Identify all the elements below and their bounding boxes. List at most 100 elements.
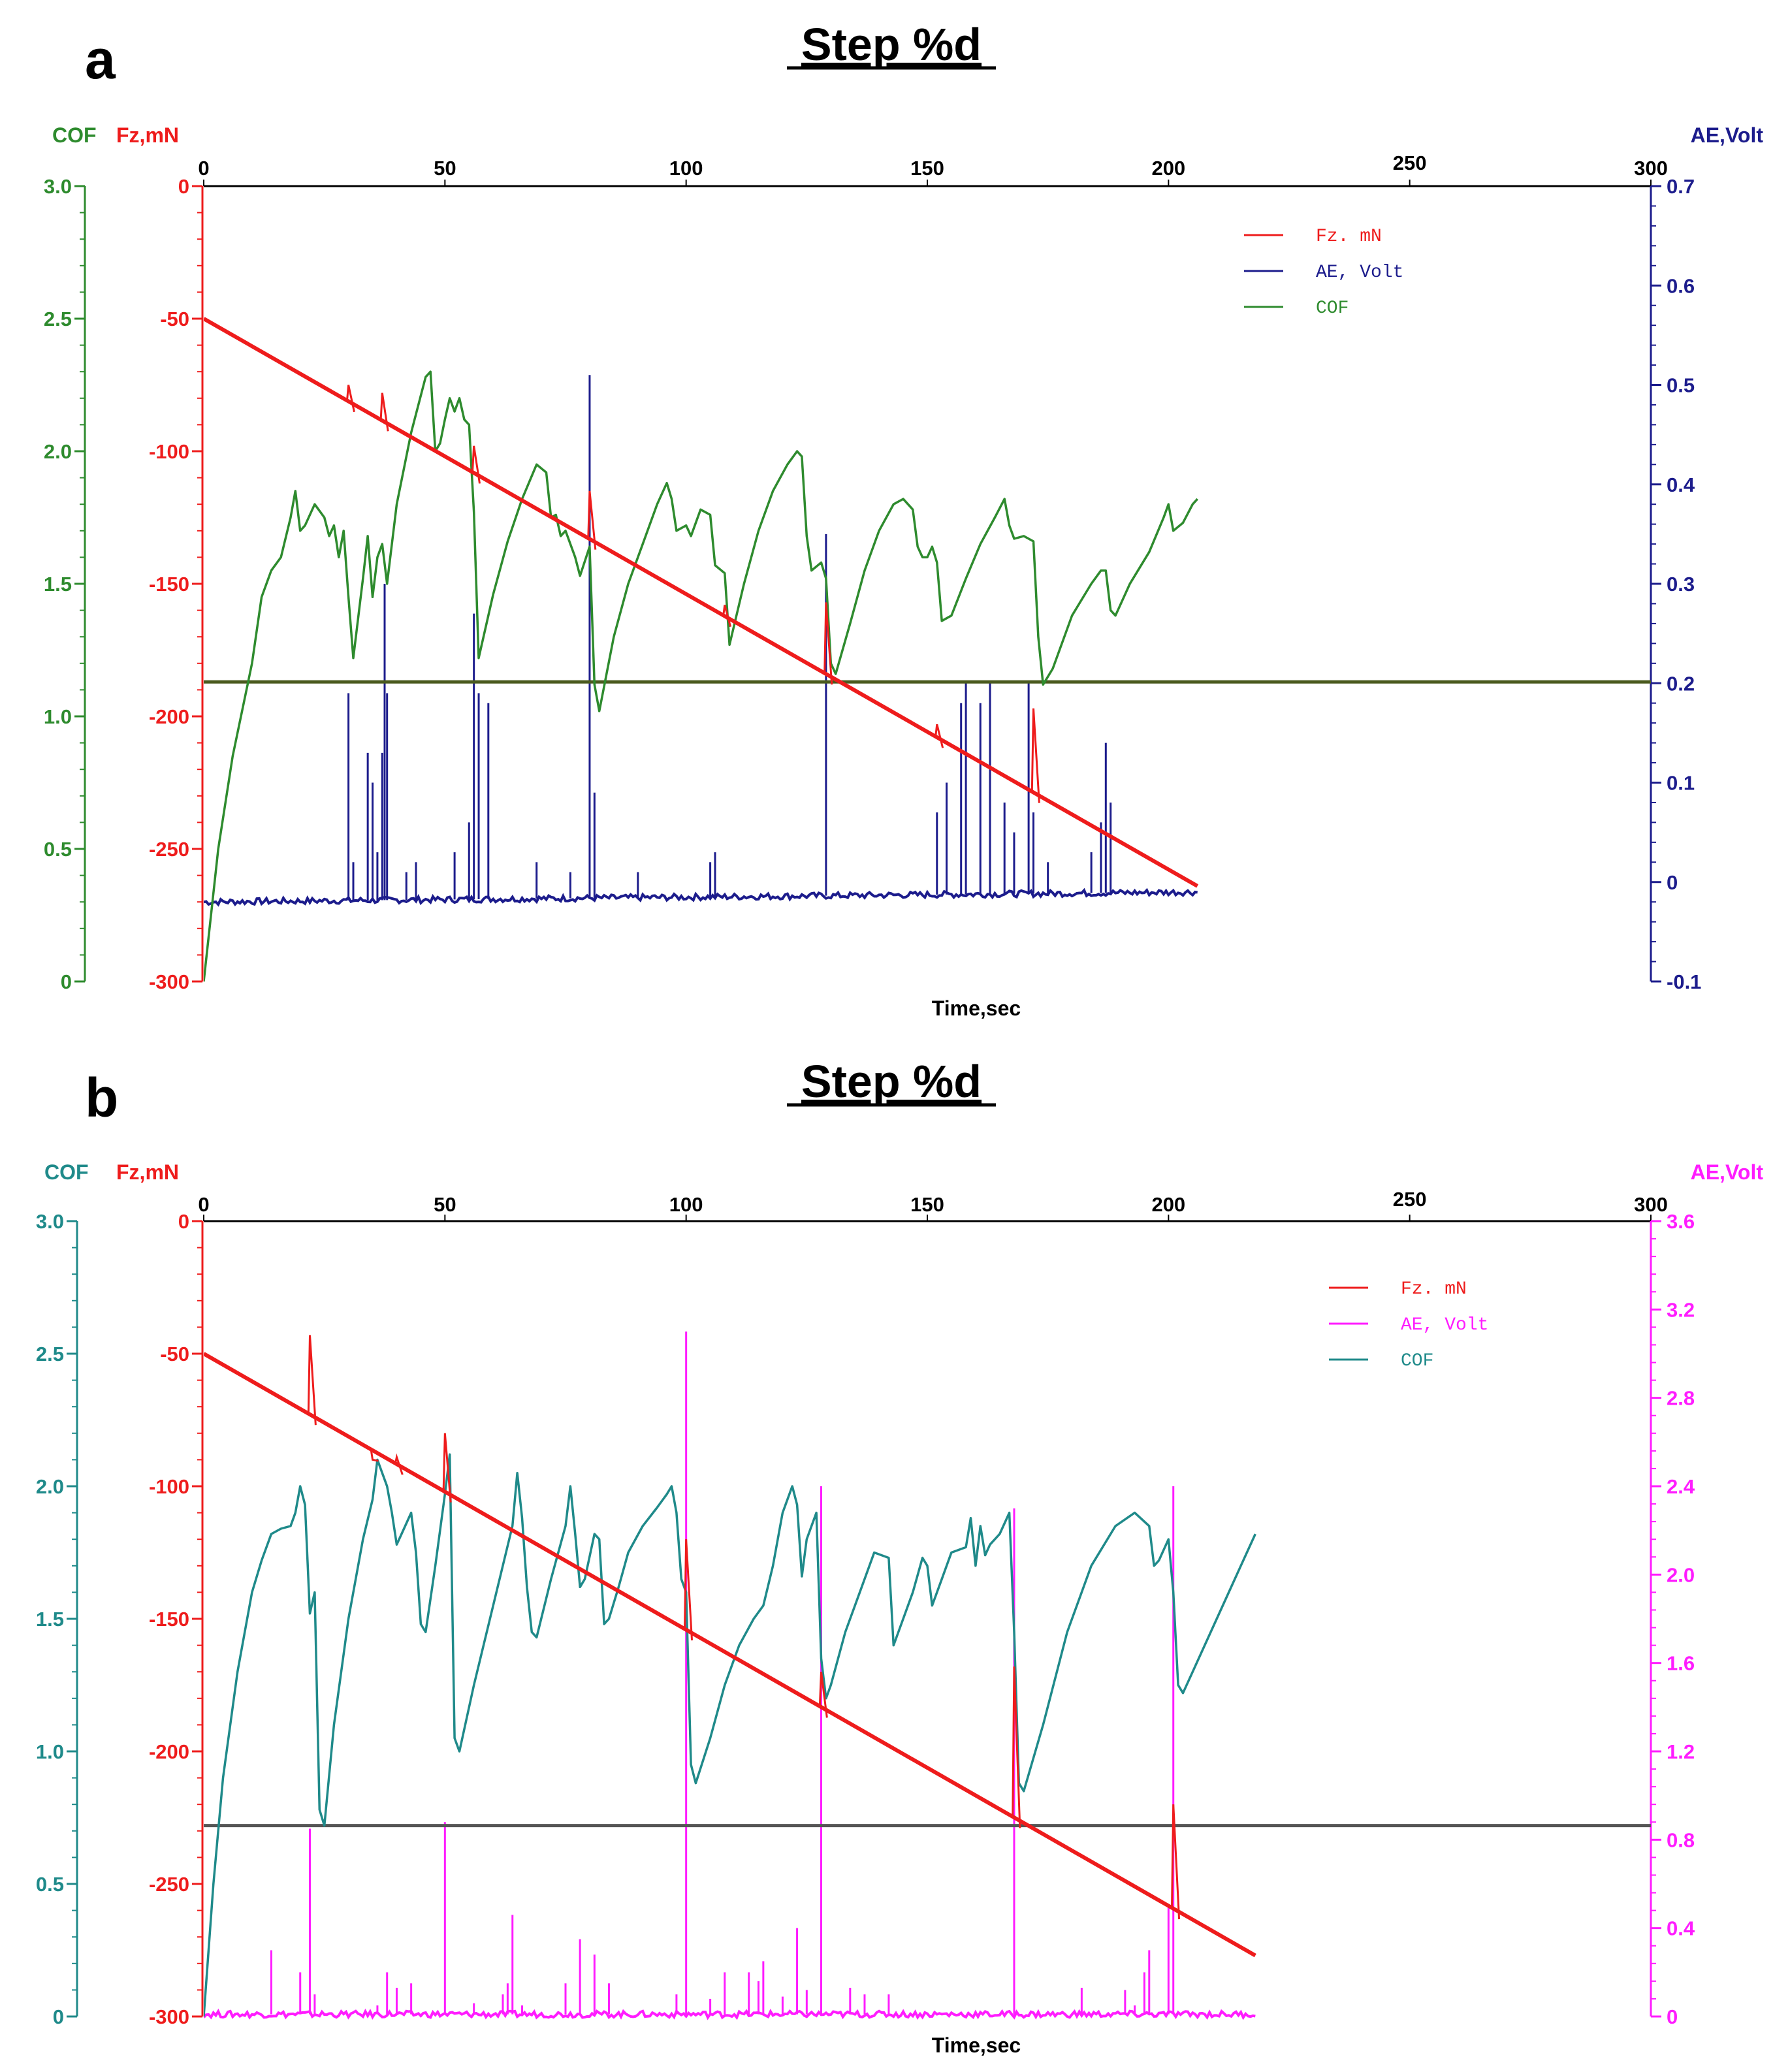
cof-axis-tick-label: 0.5 xyxy=(36,1873,64,1896)
ae-axis-tick-label: 0.1 xyxy=(1667,772,1695,795)
cof-axis-tick-label: 3.0 xyxy=(44,175,72,198)
x-tick-label: 200 xyxy=(1151,1193,1185,1216)
cof-axis-tick-label: 1.0 xyxy=(36,1740,64,1763)
x-axis-label: Time,sec xyxy=(932,996,1021,1020)
ae-axis-tick-label: 0.6 xyxy=(1667,274,1695,297)
ae-axis-tick-label: 0.4 xyxy=(1667,473,1695,496)
fz-spike xyxy=(1012,1666,1021,1828)
fz-axis-tick-label: 0 xyxy=(178,175,189,198)
x-tick-label: 50 xyxy=(434,157,456,180)
fz-axis-tick-label: -100 xyxy=(149,440,189,463)
x-tick-label: 0 xyxy=(198,1193,209,1216)
ae-baseline xyxy=(204,887,1198,907)
ae-axis-tick-label: 0.3 xyxy=(1667,573,1695,596)
x-tick-label: 300 xyxy=(1634,157,1668,180)
x-tick-label: 100 xyxy=(669,1193,703,1216)
legend-item: AE, Volt xyxy=(1316,263,1403,283)
fz-spike xyxy=(442,1433,452,1503)
fz-spike xyxy=(934,724,944,748)
x-tick-label: 0 xyxy=(198,157,209,180)
x-tick-label: 100 xyxy=(669,157,703,180)
cof-line xyxy=(204,1453,1256,2017)
cof-axis-tick-label: 0 xyxy=(53,2005,64,2028)
fz-spike xyxy=(379,392,389,432)
fz-axis-tick-label: -300 xyxy=(149,970,189,993)
cof-axis-tick-label: 1.5 xyxy=(44,573,72,596)
ae-axis-tick-label: 0.2 xyxy=(1667,672,1695,695)
legend-item: Fz. mN xyxy=(1316,227,1382,247)
panel-letter: a xyxy=(85,29,116,90)
x-tick-label: 50 xyxy=(434,1193,456,1216)
cof-line xyxy=(204,370,1198,982)
fz-spike xyxy=(370,1450,379,1462)
fz-spike xyxy=(587,490,597,550)
fz-axis-tick-label: -250 xyxy=(149,838,189,861)
ae-axis-tick-label: 1.6 xyxy=(1667,1652,1695,1675)
cof-axis-tick-label: 2.5 xyxy=(36,1343,64,1365)
fz-axis-tick-label: 0 xyxy=(178,1210,189,1233)
fz-line xyxy=(204,1352,1256,1958)
fz-axis-label: Fz,mN xyxy=(116,123,179,147)
ae-axis-tick-label: 3.2 xyxy=(1667,1298,1695,1321)
x-tick-label: 150 xyxy=(910,1193,944,1216)
ae-axis-tick-label: 3.6 xyxy=(1667,1210,1695,1233)
chart-title: Step %d xyxy=(801,19,982,70)
fz-spike xyxy=(1030,708,1040,803)
ae-axis-tick-label: 0.4 xyxy=(1667,1917,1695,1940)
ae-axis-tick-label: 2.4 xyxy=(1667,1475,1695,1498)
x-axis-label: Time,sec xyxy=(932,2033,1021,2057)
fz-axis-tick-label: -200 xyxy=(149,705,189,728)
legend-item: AE, Volt xyxy=(1401,1315,1488,1335)
x-tick-label: 250 xyxy=(1393,1188,1427,1211)
ae-axis-label: AE,Volt xyxy=(1691,1160,1764,1184)
fz-axis-label: Fz,mN xyxy=(116,1160,179,1184)
fz-axis-tick-label: -250 xyxy=(149,1873,189,1896)
fz-spike xyxy=(394,1453,404,1475)
fz-axis-tick-label: -150 xyxy=(149,573,189,596)
chart-panel-a: a Step %d COF Fz,mN AE,Volt 0 50 100 150 200 250 30… xyxy=(44,19,1763,1020)
x-tick-label: 150 xyxy=(910,157,944,180)
chart-title: Step %d xyxy=(801,1056,982,1107)
cof-axis-tick-label: 3.0 xyxy=(36,1210,64,1233)
fz-spike xyxy=(722,605,732,628)
fz-spike xyxy=(345,385,355,413)
ae-baseline xyxy=(204,2008,1256,2020)
x-tick-label: 200 xyxy=(1151,157,1185,180)
cof-axis-tick-label: 2.0 xyxy=(44,440,72,463)
cof-axis-tick-label: 0 xyxy=(61,970,72,993)
ae-axis-tick-label: 0.8 xyxy=(1667,1828,1695,1851)
cof-axis-label: COF xyxy=(52,123,97,147)
fz-axis-tick-label: -50 xyxy=(160,308,189,330)
chart-panel-b: b Step %d COF Fz,mN AE,Volt 0 50 100 150 200 250 30… xyxy=(36,1056,1763,2057)
ae-axis-tick-label: 1.2 xyxy=(1667,1740,1695,1763)
plot-area xyxy=(204,1331,1651,2020)
ae-axis-tick-label: 2.0 xyxy=(1667,1563,1695,1586)
fz-axis-tick-label: -50 xyxy=(160,1343,189,1365)
ae-axis-label: AE,Volt xyxy=(1691,123,1764,147)
fz-axis-tick-label: -150 xyxy=(149,1608,189,1631)
ae-axis-tick-label: 0.7 xyxy=(1667,175,1695,198)
ae-axis-tick-label: 0 xyxy=(1667,2005,1678,2028)
ae-axis-tick-label: 0 xyxy=(1667,871,1678,894)
cof-axis-label: COF xyxy=(44,1160,89,1184)
legend-item: COF xyxy=(1401,1351,1433,1371)
panel-letter: b xyxy=(85,1067,118,1128)
x-tick-label: 250 xyxy=(1393,151,1427,174)
legend-item: Fz. mN xyxy=(1401,1279,1467,1299)
fz-spike xyxy=(683,1539,694,1641)
cof-axis-tick-label: 2.0 xyxy=(36,1475,64,1498)
fz-spike xyxy=(823,602,833,685)
plot-area xyxy=(204,317,1651,982)
fz-axis-tick-label: -300 xyxy=(149,2005,189,2028)
cof-axis-tick-label: 0.5 xyxy=(44,838,72,861)
ae-axis-tick-label: 0.5 xyxy=(1667,374,1695,397)
fz-axis-tick-label: -200 xyxy=(149,1740,189,1763)
fz-axis-tick-label: -100 xyxy=(149,1475,189,1498)
fz-spike xyxy=(471,445,481,484)
cof-axis-tick-label: 1.5 xyxy=(36,1608,64,1631)
fz-spike xyxy=(818,1672,828,1718)
fz-spike xyxy=(1171,1804,1181,1920)
ae-axis-tick-label: 2.8 xyxy=(1667,1387,1695,1410)
fz-spike xyxy=(307,1335,317,1426)
